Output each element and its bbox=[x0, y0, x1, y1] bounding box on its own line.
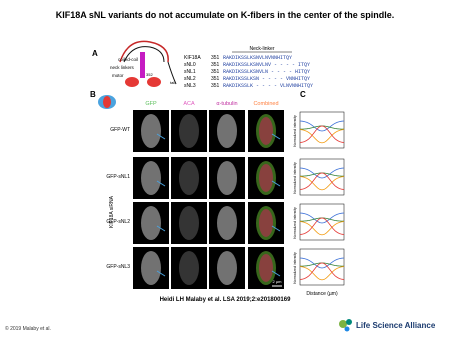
sequence-start: 351 bbox=[211, 69, 220, 75]
spindle bbox=[217, 161, 237, 195]
spindle bbox=[179, 161, 199, 195]
micrograph bbox=[171, 247, 207, 289]
profile bbox=[300, 172, 344, 177]
x-axis-label: Distance (µm) bbox=[306, 291, 338, 297]
sequence: RAKDIKSSLKSNVLNVNNHITQY bbox=[223, 55, 292, 61]
micrograph bbox=[171, 157, 207, 199]
spindle bbox=[141, 206, 161, 240]
arrow bbox=[156, 180, 166, 187]
profile bbox=[299, 266, 345, 281]
spindle bbox=[141, 251, 161, 285]
spindle-overlay bbox=[259, 117, 273, 145]
scale-label: 2 µm bbox=[273, 279, 283, 284]
sequence-start: 351 bbox=[211, 76, 220, 82]
sequence-name: sNL3 bbox=[184, 83, 196, 89]
y-axis-label: Normalized intensity bbox=[293, 252, 297, 284]
copyright: © 2019 Malaby et al. bbox=[5, 325, 51, 332]
row-label: GFP-sNL1 bbox=[106, 174, 130, 180]
profile bbox=[299, 257, 345, 269]
spindle bbox=[179, 206, 199, 240]
kinesin-diagram bbox=[119, 40, 177, 87]
sequence-name: KIF18A bbox=[184, 55, 201, 61]
spindle bbox=[141, 161, 161, 195]
row-label: GFP-sNL2 bbox=[106, 219, 130, 225]
diagram-label: tail bbox=[170, 80, 175, 85]
sequence-start: 351 bbox=[211, 55, 220, 61]
plot-frame bbox=[299, 248, 345, 286]
y-axis-label: Normalized intensity bbox=[293, 162, 297, 194]
sequence-name: sNL2 bbox=[184, 76, 196, 82]
row-label: GFP-WT bbox=[110, 127, 130, 133]
arrow bbox=[271, 225, 281, 232]
plot-frame bbox=[299, 203, 345, 241]
spindle bbox=[141, 114, 161, 148]
row-label: GFP-sNL3 bbox=[106, 264, 130, 270]
arrow bbox=[271, 180, 281, 187]
panel-label: B bbox=[90, 90, 96, 99]
panel-label: C bbox=[300, 90, 306, 99]
y-axis-label: Normalized intensity bbox=[293, 207, 297, 239]
profile bbox=[299, 125, 345, 143]
sequence: RAKDIKSSLK - - - - VLNVNNHITQY bbox=[223, 83, 313, 89]
spindle bbox=[179, 251, 199, 285]
sequence-name: sNL0 bbox=[184, 62, 196, 68]
diagram-label: 352 bbox=[146, 72, 153, 77]
arrow bbox=[156, 133, 166, 140]
spindle bbox=[179, 114, 199, 148]
journal-name: Life Science Alliance bbox=[356, 321, 436, 330]
column-header: α-tubulin bbox=[216, 101, 237, 107]
side-label: KIF18A siRNA bbox=[109, 195, 115, 228]
image-grid: GFP ACA α-tubulin Combined GFP-WT Normalized … bbox=[106, 101, 345, 297]
spindle bbox=[217, 206, 237, 240]
sequence: RAKDIKSSLKSNVLNV - - - - ITQY bbox=[223, 62, 310, 68]
arrow bbox=[271, 133, 281, 140]
profile bbox=[300, 262, 344, 267]
diagram-label: coiled-coil bbox=[118, 57, 138, 62]
profile bbox=[299, 129, 345, 144]
sequence: RAKDIKSSLKSNVLN - - - - HITQY bbox=[223, 69, 310, 75]
spindle-overlay bbox=[259, 164, 273, 192]
diagram-label: neck linkers bbox=[110, 65, 135, 70]
plot-frame bbox=[299, 158, 345, 196]
table-header: Neck-linker bbox=[249, 46, 274, 52]
diagram-label: motor bbox=[112, 73, 124, 78]
column-header: GFP bbox=[145, 101, 157, 107]
profile bbox=[299, 172, 345, 190]
profile bbox=[299, 120, 345, 132]
profile bbox=[299, 167, 345, 179]
profile bbox=[299, 217, 345, 235]
profile bbox=[300, 125, 344, 130]
column-header: Combined bbox=[253, 101, 278, 107]
y-axis-label: Normalized intensity bbox=[293, 115, 297, 147]
profile bbox=[299, 176, 345, 191]
spindle bbox=[217, 251, 237, 285]
micrograph bbox=[171, 202, 207, 244]
sequence: RAKDIKSSLKSN - - - - VNNHITQY bbox=[223, 76, 310, 82]
profile bbox=[299, 221, 345, 236]
panel-label: A bbox=[92, 49, 98, 58]
sequence-start: 351 bbox=[211, 83, 220, 89]
arrow bbox=[156, 225, 166, 232]
plot-frame bbox=[299, 111, 345, 149]
profile bbox=[300, 217, 344, 222]
column-header: ACA bbox=[183, 101, 195, 107]
spindle bbox=[217, 114, 237, 148]
spindle-overlay bbox=[259, 209, 273, 237]
spindle-overlay bbox=[259, 254, 273, 282]
profile bbox=[299, 212, 345, 224]
micrograph bbox=[171, 110, 207, 152]
title: KIF18A sNL variants do not accumulate on… bbox=[56, 10, 395, 20]
arrow bbox=[156, 270, 166, 277]
sequence-start: 351 bbox=[211, 62, 220, 68]
spindle-icon bbox=[103, 96, 111, 108]
citation: Heidi LH Malaby et al. LSA 2019;2:e20180… bbox=[160, 297, 292, 303]
journal-logo bbox=[339, 319, 352, 332]
arrow bbox=[271, 270, 281, 277]
sequence-name: sNL1 bbox=[184, 69, 196, 75]
profile bbox=[299, 262, 345, 280]
